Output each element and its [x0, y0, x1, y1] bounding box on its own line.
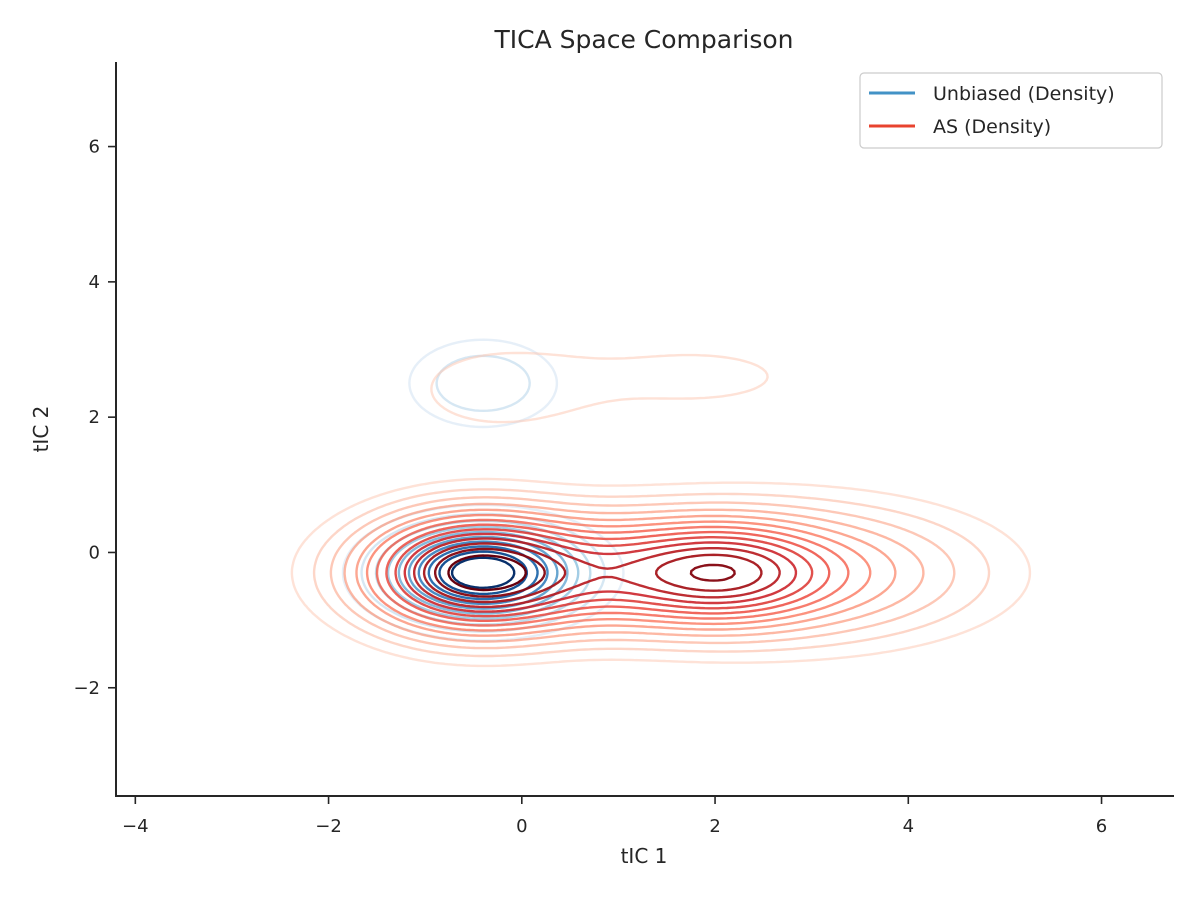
contour-line: [290, 351, 1032, 668]
contour-line: [447, 554, 527, 592]
contour-line: [438, 550, 528, 596]
contour-line: [355, 508, 897, 637]
legend: Unbiased (Density) AS (Density): [859, 72, 1163, 149]
contour-series-as: [290, 351, 1032, 668]
contour-line: [365, 513, 872, 632]
y-tick-label: −2: [73, 678, 100, 699]
y-ticks: −2 0 2 4 6: [73, 137, 116, 699]
plot-area: [290, 338, 1032, 668]
y-tick-label: 0: [89, 542, 100, 563]
contour-line: [329, 496, 956, 650]
contour-line: [422, 542, 763, 604]
contour-line: [394, 528, 814, 618]
y-tick-label: 6: [89, 137, 100, 158]
x-tick-label: 0: [516, 816, 527, 837]
contour-line: [375, 518, 850, 627]
x-ticks: −4 −2 0 2 4 6: [122, 796, 1107, 837]
contour-line: [312, 488, 991, 658]
chart-title: TICA Space Comparison: [494, 25, 794, 54]
legend-label-unbiased: Unbiased (Density): [933, 83, 1115, 105]
y-tick-label: 4: [89, 272, 100, 293]
contour-line: [403, 532, 798, 613]
y-tick-label: 2: [89, 407, 100, 428]
contour-line: [450, 556, 516, 589]
y-axis-label: tIC 2: [29, 406, 53, 453]
contour-line: [413, 537, 781, 609]
x-tick-label: −2: [315, 816, 342, 837]
x-tick-label: 4: [903, 816, 914, 837]
legend-frame: [859, 72, 1163, 149]
contour-layer: [290, 338, 1032, 668]
contour-line: [434, 547, 736, 598]
x-tick-label: −4: [122, 816, 149, 837]
legend-label-as: AS (Density): [933, 116, 1051, 138]
x-axis-label: tIC 1: [621, 844, 668, 868]
contour-line: [385, 523, 831, 622]
x-tick-label: 2: [709, 816, 720, 837]
contour-line: [343, 502, 925, 643]
x-tick-label: 6: [1096, 816, 1107, 837]
